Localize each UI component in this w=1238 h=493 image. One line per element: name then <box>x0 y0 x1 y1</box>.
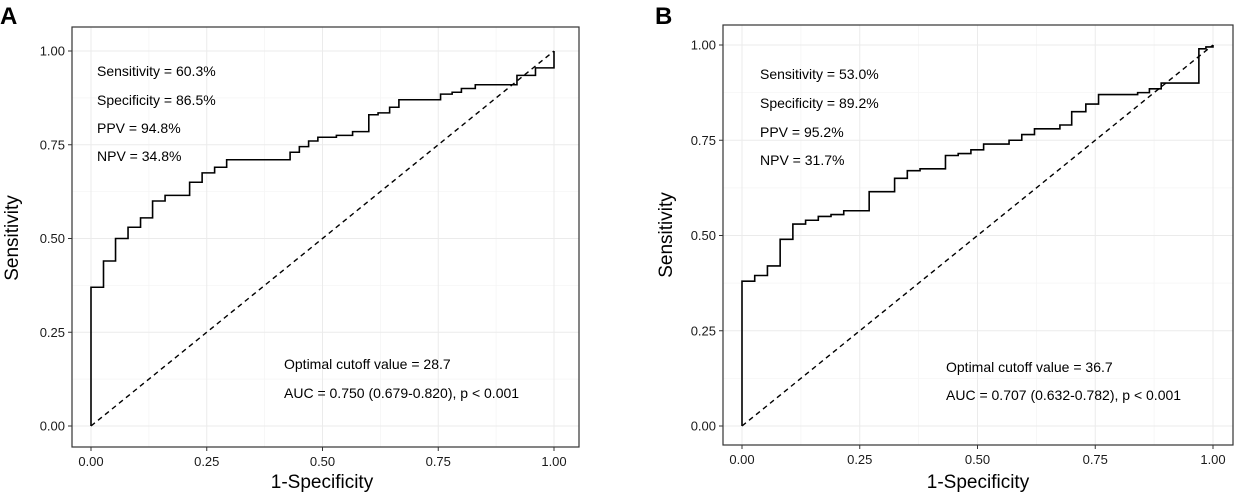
roc-curve-b <box>741 45 1214 426</box>
tick-labels-a: 0.00 0.25 0.50 0.75 1.00 0.00 0.25 0.50 0.75 1.00 <box>40 44 567 470</box>
x-tick-label: 0.25 <box>194 454 219 469</box>
sensitivity-annotation-a: Sensitivity = 60.3% <box>97 63 216 79</box>
npv-annotation-b: NPV = 31.7% <box>760 152 844 168</box>
x-tick-label: 1.00 <box>1200 452 1225 467</box>
y-axis-title-b: Sensitivity <box>656 192 677 278</box>
panel-label-a: A <box>0 3 17 30</box>
panel-a: A 0.00 0.25 0.50 0.75 1.00 0.00 0.25 0.50 0.75 1.… <box>0 3 580 493</box>
x-tick-label: 0.75 <box>1083 452 1108 467</box>
y-tick-label: 0.75 <box>40 137 65 152</box>
x-axis-title-a: 1-Specificity <box>271 472 374 493</box>
ppv-annotation-a: PPV = 94.8% <box>97 120 181 136</box>
x-tick-label: 0.75 <box>426 454 451 469</box>
y-axis-title-a: Sensitivity <box>2 195 23 281</box>
sensitivity-annotation-b: Sensitivity = 53.0% <box>760 66 879 82</box>
x-tick-label: 0.25 <box>847 452 872 467</box>
grid-a <box>72 27 579 447</box>
y-tick-label: 0.50 <box>691 228 716 243</box>
tick-labels-b: 0.00 0.25 0.50 0.75 1.00 0.00 0.25 0.50 0.75 1.00 <box>691 38 1226 468</box>
specificity-annotation-a: Specificity = 86.5% <box>97 92 216 108</box>
panel-label-b: B <box>655 3 672 30</box>
ticks-b <box>719 44 1214 449</box>
grid-b <box>723 25 1233 445</box>
x-tick-label: 0.00 <box>78 454 103 469</box>
x-tick-label: 0.00 <box>729 452 754 467</box>
y-tick-label: 0.00 <box>691 419 716 434</box>
cutoff-annotation-b: Optimal cutoff value = 36.7 <box>946 359 1113 375</box>
y-tick-label: 0.25 <box>691 323 716 338</box>
y-tick-label: 0.75 <box>691 133 716 148</box>
y-tick-label: 1.00 <box>40 44 65 59</box>
specificity-annotation-b: Specificity = 89.2% <box>760 95 879 111</box>
y-tick-label: 0.00 <box>40 419 65 434</box>
panel-b: B 0.00 0.25 0.50 0.75 1.00 0.00 0.25 0.50 0.75 1.… <box>655 3 1234 493</box>
cutoff-annotation-a: Optimal cutoff value = 28.7 <box>284 356 451 372</box>
roc-curve-a <box>90 51 555 426</box>
npv-annotation-a: NPV = 34.8% <box>97 148 181 164</box>
x-axis-title-b: 1-Specificity <box>927 472 1030 493</box>
ticks-a <box>68 50 555 451</box>
reference-diagonal-b <box>741 44 1214 427</box>
plot-frame-a <box>71 26 580 448</box>
ppv-annotation-b: PPV = 95.2% <box>760 124 844 140</box>
auc-annotation-a: AUC = 0.750 (0.679-0.820), p < 0.001 <box>284 385 519 401</box>
x-tick-label: 0.50 <box>310 454 335 469</box>
y-tick-label: 0.50 <box>40 231 65 246</box>
auc-annotation-b: AUC = 0.707 (0.632-0.782), p < 0.001 <box>946 387 1181 403</box>
reference-diagonal-a <box>90 50 555 427</box>
y-tick-label: 1.00 <box>691 38 716 53</box>
x-tick-label: 0.50 <box>965 452 990 467</box>
y-tick-label: 0.25 <box>40 325 65 340</box>
x-tick-label: 1.00 <box>541 454 566 469</box>
